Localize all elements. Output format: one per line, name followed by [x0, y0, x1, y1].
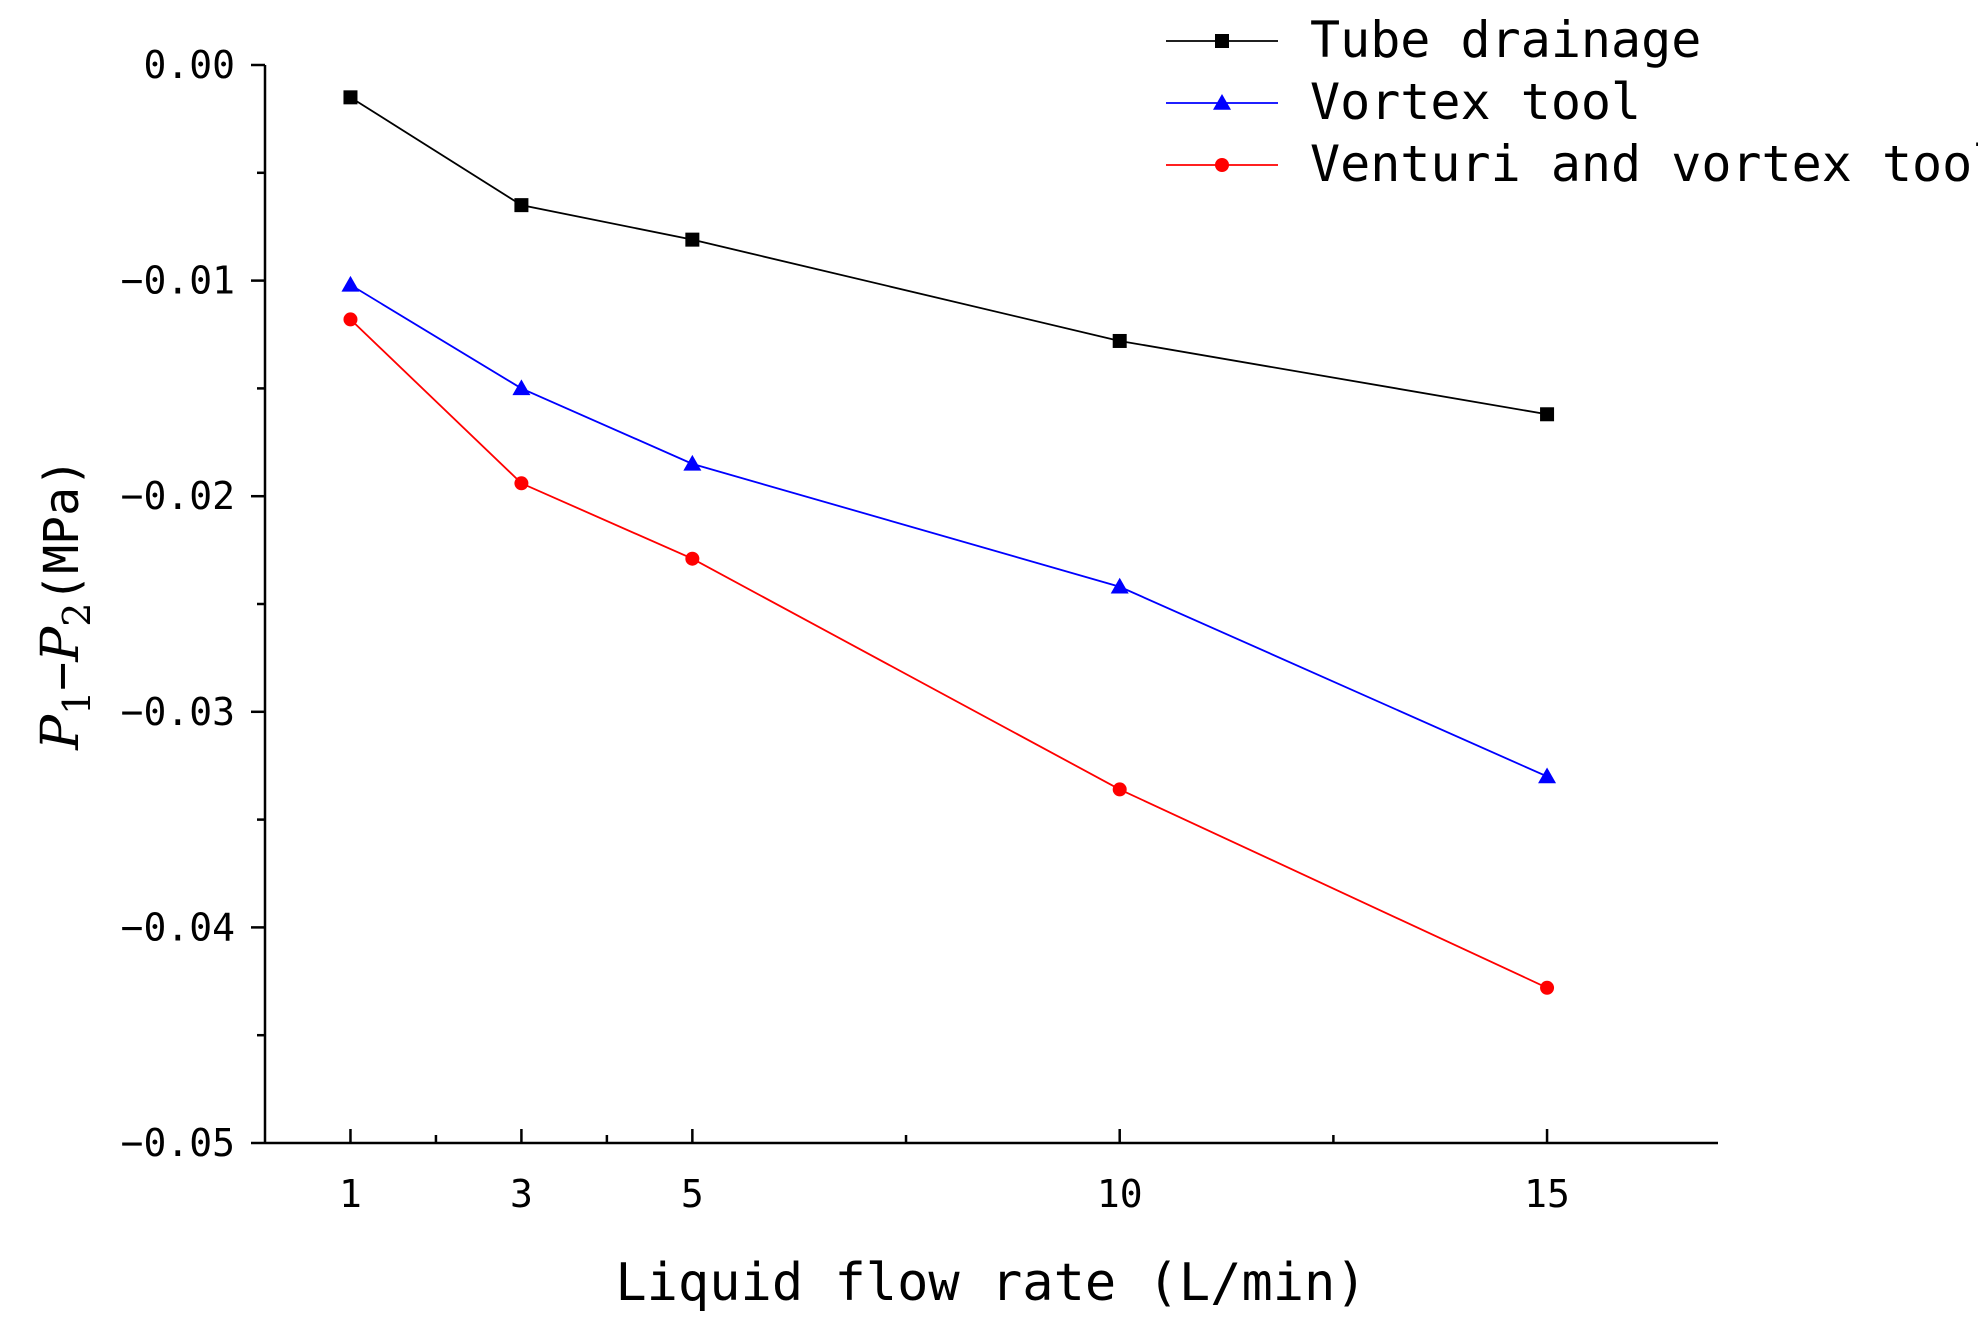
legend-item: Vortex tool — [1166, 73, 1641, 131]
data-point — [1112, 333, 1127, 348]
y-tick-label: −0.01 — [121, 259, 235, 303]
series-layer — [341, 90, 1557, 995]
data-point — [1540, 980, 1555, 995]
series-venturi-and-vortex-tool — [343, 312, 1555, 995]
data-point — [685, 551, 700, 566]
data-point — [514, 476, 529, 491]
y-axis-title: P1−P2(MPa) — [31, 458, 99, 751]
data-point — [512, 379, 531, 396]
x-tick-label: 1 — [339, 1172, 362, 1216]
x-tick-label: 15 — [1524, 1172, 1570, 1216]
data-point — [1540, 407, 1555, 422]
x-axis-title: Liquid flow rate (L/min) — [615, 1253, 1366, 1313]
series-line — [349, 318, 1548, 989]
y-tick-label: −0.02 — [121, 474, 235, 518]
legend-marker — [1215, 34, 1229, 48]
y-axis-title-p1: P — [31, 714, 91, 751]
y-axis-title-minus: − — [34, 662, 90, 691]
legend-item: Venturi and vortex tool — [1166, 135, 1978, 193]
y-tick-label: 0.00 — [143, 43, 235, 87]
legend-label: Tube drainage — [1310, 11, 1701, 69]
legend-item: Tube drainage — [1166, 11, 1701, 69]
y-axis-title-sub1: 1 — [55, 691, 99, 715]
data-point — [343, 312, 358, 327]
data-point — [514, 198, 529, 213]
series-line — [350, 284, 1548, 778]
x-tick-label: 10 — [1097, 1172, 1143, 1216]
x-tick-label: 5 — [681, 1172, 704, 1216]
legend-marker — [1213, 94, 1231, 110]
data-point — [1112, 782, 1127, 797]
y-tick-label: −0.05 — [121, 1121, 235, 1165]
legend-label: Venturi and vortex tool — [1310, 135, 1978, 193]
plot-frame — [263, 65, 1718, 1145]
data-point — [343, 90, 358, 105]
data-point — [341, 275, 360, 292]
y-axis-title-p2: P — [31, 626, 91, 663]
x-axis-ticks: 1 3 5 10 15 — [339, 1129, 1570, 1216]
y-tick-label: −0.03 — [121, 690, 235, 734]
y-axis-title-sub2: 2 — [55, 603, 99, 627]
data-point — [1538, 767, 1557, 784]
legend-label: Vortex tool — [1310, 73, 1641, 131]
legend-marker — [1215, 158, 1229, 172]
y-tick-label: −0.04 — [121, 905, 235, 949]
series-vortex-tool — [341, 275, 1557, 784]
series-tube-drainage — [343, 90, 1555, 422]
data-point — [683, 454, 702, 471]
data-point — [685, 232, 700, 247]
x-tick-label: 3 — [510, 1172, 533, 1216]
data-point — [1110, 577, 1129, 594]
y-axis-title-unit: (MPa) — [34, 458, 90, 603]
y-axis-ticks: 0.00 −0.01 −0.02 −0.03 −0.04 −0.05 — [121, 43, 265, 1165]
